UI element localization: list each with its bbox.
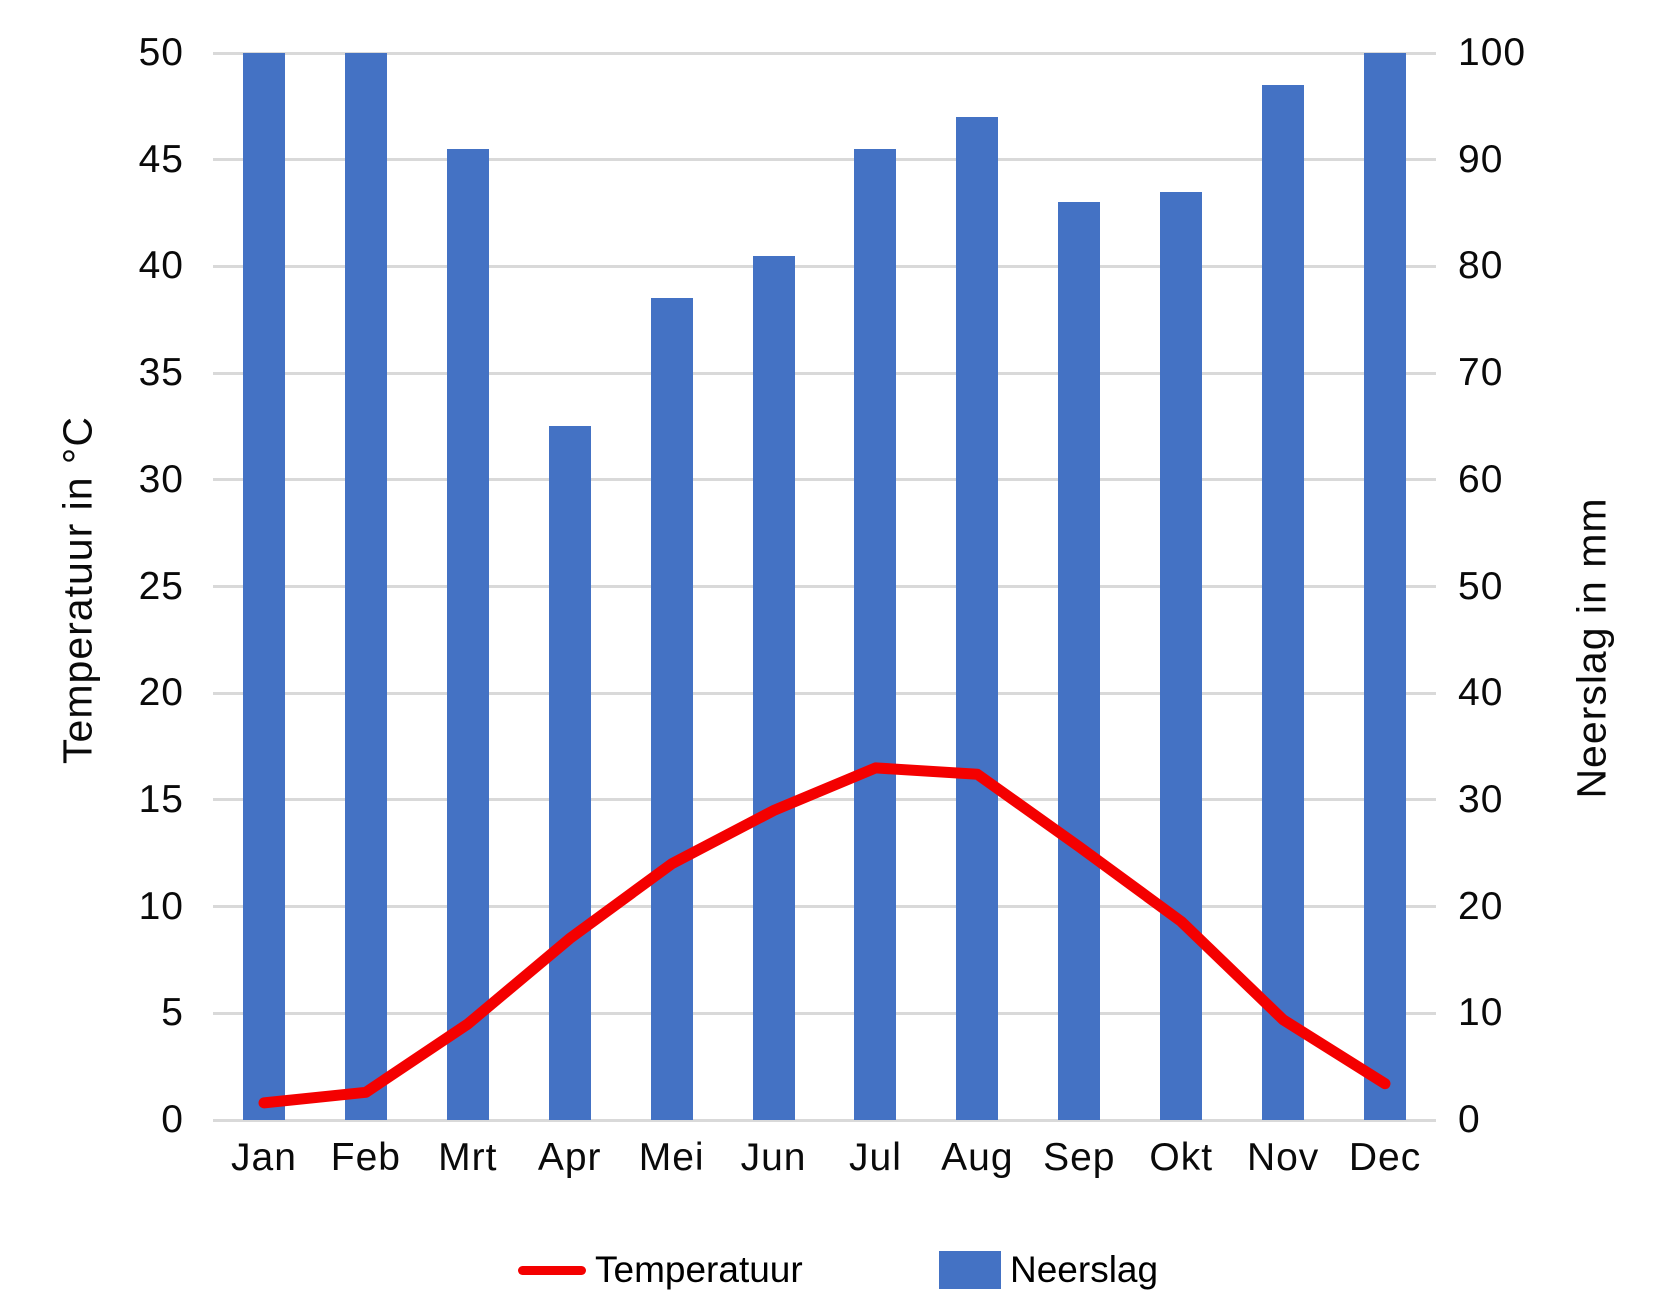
x-tick-sep: Sep bbox=[1043, 1136, 1116, 1179]
legend-label-temperature: Temperatuur bbox=[595, 1249, 803, 1290]
legend-label-precipitation: Neerslag bbox=[1010, 1249, 1159, 1290]
bar-jan bbox=[242, 53, 285, 1120]
left-tick-5: 5 bbox=[161, 991, 184, 1035]
right-axis-title: Neerslag in mm bbox=[1568, 497, 1615, 799]
right-tick-80: 80 bbox=[1458, 244, 1504, 288]
right-tick-60: 60 bbox=[1458, 457, 1504, 501]
left-tick-25: 25 bbox=[138, 564, 184, 608]
temperature-line bbox=[258, 762, 1391, 1109]
x-tick-dec: Dec bbox=[1348, 1136, 1422, 1179]
bar-nov bbox=[1262, 85, 1305, 1120]
gridline-50 bbox=[213, 51, 1436, 55]
right-tick-70: 70 bbox=[1458, 351, 1504, 395]
x-tick-mei: Mei bbox=[638, 1136, 705, 1179]
right-tick-40: 40 bbox=[1458, 671, 1504, 715]
left-tick-15: 15 bbox=[138, 777, 184, 821]
left-tick-0: 0 bbox=[161, 1098, 184, 1141]
bar-jul bbox=[854, 149, 897, 1120]
x-tick-jun: Jun bbox=[740, 1136, 807, 1179]
temperature-line-swatch bbox=[518, 1265, 586, 1275]
x-tick-mrt: Mrt bbox=[438, 1136, 498, 1179]
left-tick-50: 50 bbox=[138, 31, 184, 74]
left-axis-title: Temperatuur in °C bbox=[54, 416, 101, 764]
bar-dec bbox=[1364, 53, 1407, 1120]
right-tick-50: 50 bbox=[1458, 564, 1504, 608]
gridline-45 bbox=[213, 158, 1436, 162]
legend-item-precipitation: Neerslag bbox=[939, 1248, 1158, 1292]
left-tick-10: 10 bbox=[138, 884, 184, 928]
left-tick-45: 45 bbox=[138, 137, 184, 181]
left-tick-40: 40 bbox=[138, 244, 184, 288]
gridline-0 bbox=[213, 1118, 1436, 1122]
x-tick-aug: Aug bbox=[941, 1136, 1014, 1179]
right-tick-30: 30 bbox=[1458, 777, 1504, 821]
bar-jun bbox=[752, 255, 795, 1120]
left-tick-20: 20 bbox=[138, 671, 184, 715]
gridline-25 bbox=[213, 585, 1436, 588]
legend-item-temperature: Temperatuur bbox=[518, 1248, 803, 1292]
plot-area bbox=[213, 51, 1436, 1122]
precipitation-bar-swatch bbox=[939, 1251, 1001, 1289]
gridline-40 bbox=[213, 264, 1436, 268]
right-tick-0: 0 bbox=[1458, 1098, 1481, 1141]
gridline-15 bbox=[213, 798, 1436, 802]
bar-mei bbox=[650, 298, 693, 1120]
gridline-10 bbox=[213, 905, 1436, 909]
bar-apr bbox=[548, 426, 591, 1120]
right-tick-10: 10 bbox=[1458, 991, 1504, 1035]
right-tick-100: 100 bbox=[1458, 31, 1527, 74]
gridline-30 bbox=[213, 478, 1436, 482]
x-tick-jan: Jan bbox=[231, 1136, 297, 1179]
bar-feb bbox=[344, 53, 387, 1120]
bar-aug bbox=[956, 117, 999, 1120]
left-tick-30: 30 bbox=[138, 457, 184, 501]
left-tick-35: 35 bbox=[138, 351, 184, 395]
bar-mrt bbox=[446, 149, 489, 1120]
x-tick-jul: Jul bbox=[849, 1136, 902, 1179]
right-tick-20: 20 bbox=[1458, 884, 1504, 928]
bar-sep bbox=[1058, 202, 1101, 1120]
gridline-20 bbox=[213, 691, 1436, 695]
temperature-line-layer bbox=[258, 762, 1391, 1109]
x-tick-feb: Feb bbox=[330, 1136, 401, 1179]
x-tick-okt: Okt bbox=[1149, 1136, 1214, 1179]
gridline-5 bbox=[213, 1011, 1436, 1015]
right-tick-90: 90 bbox=[1458, 137, 1504, 181]
x-tick-apr: Apr bbox=[537, 1136, 602, 1179]
gridline-35 bbox=[213, 371, 1436, 375]
bar-okt bbox=[1160, 191, 1203, 1120]
x-tick-nov: Nov bbox=[1246, 1136, 1320, 1179]
